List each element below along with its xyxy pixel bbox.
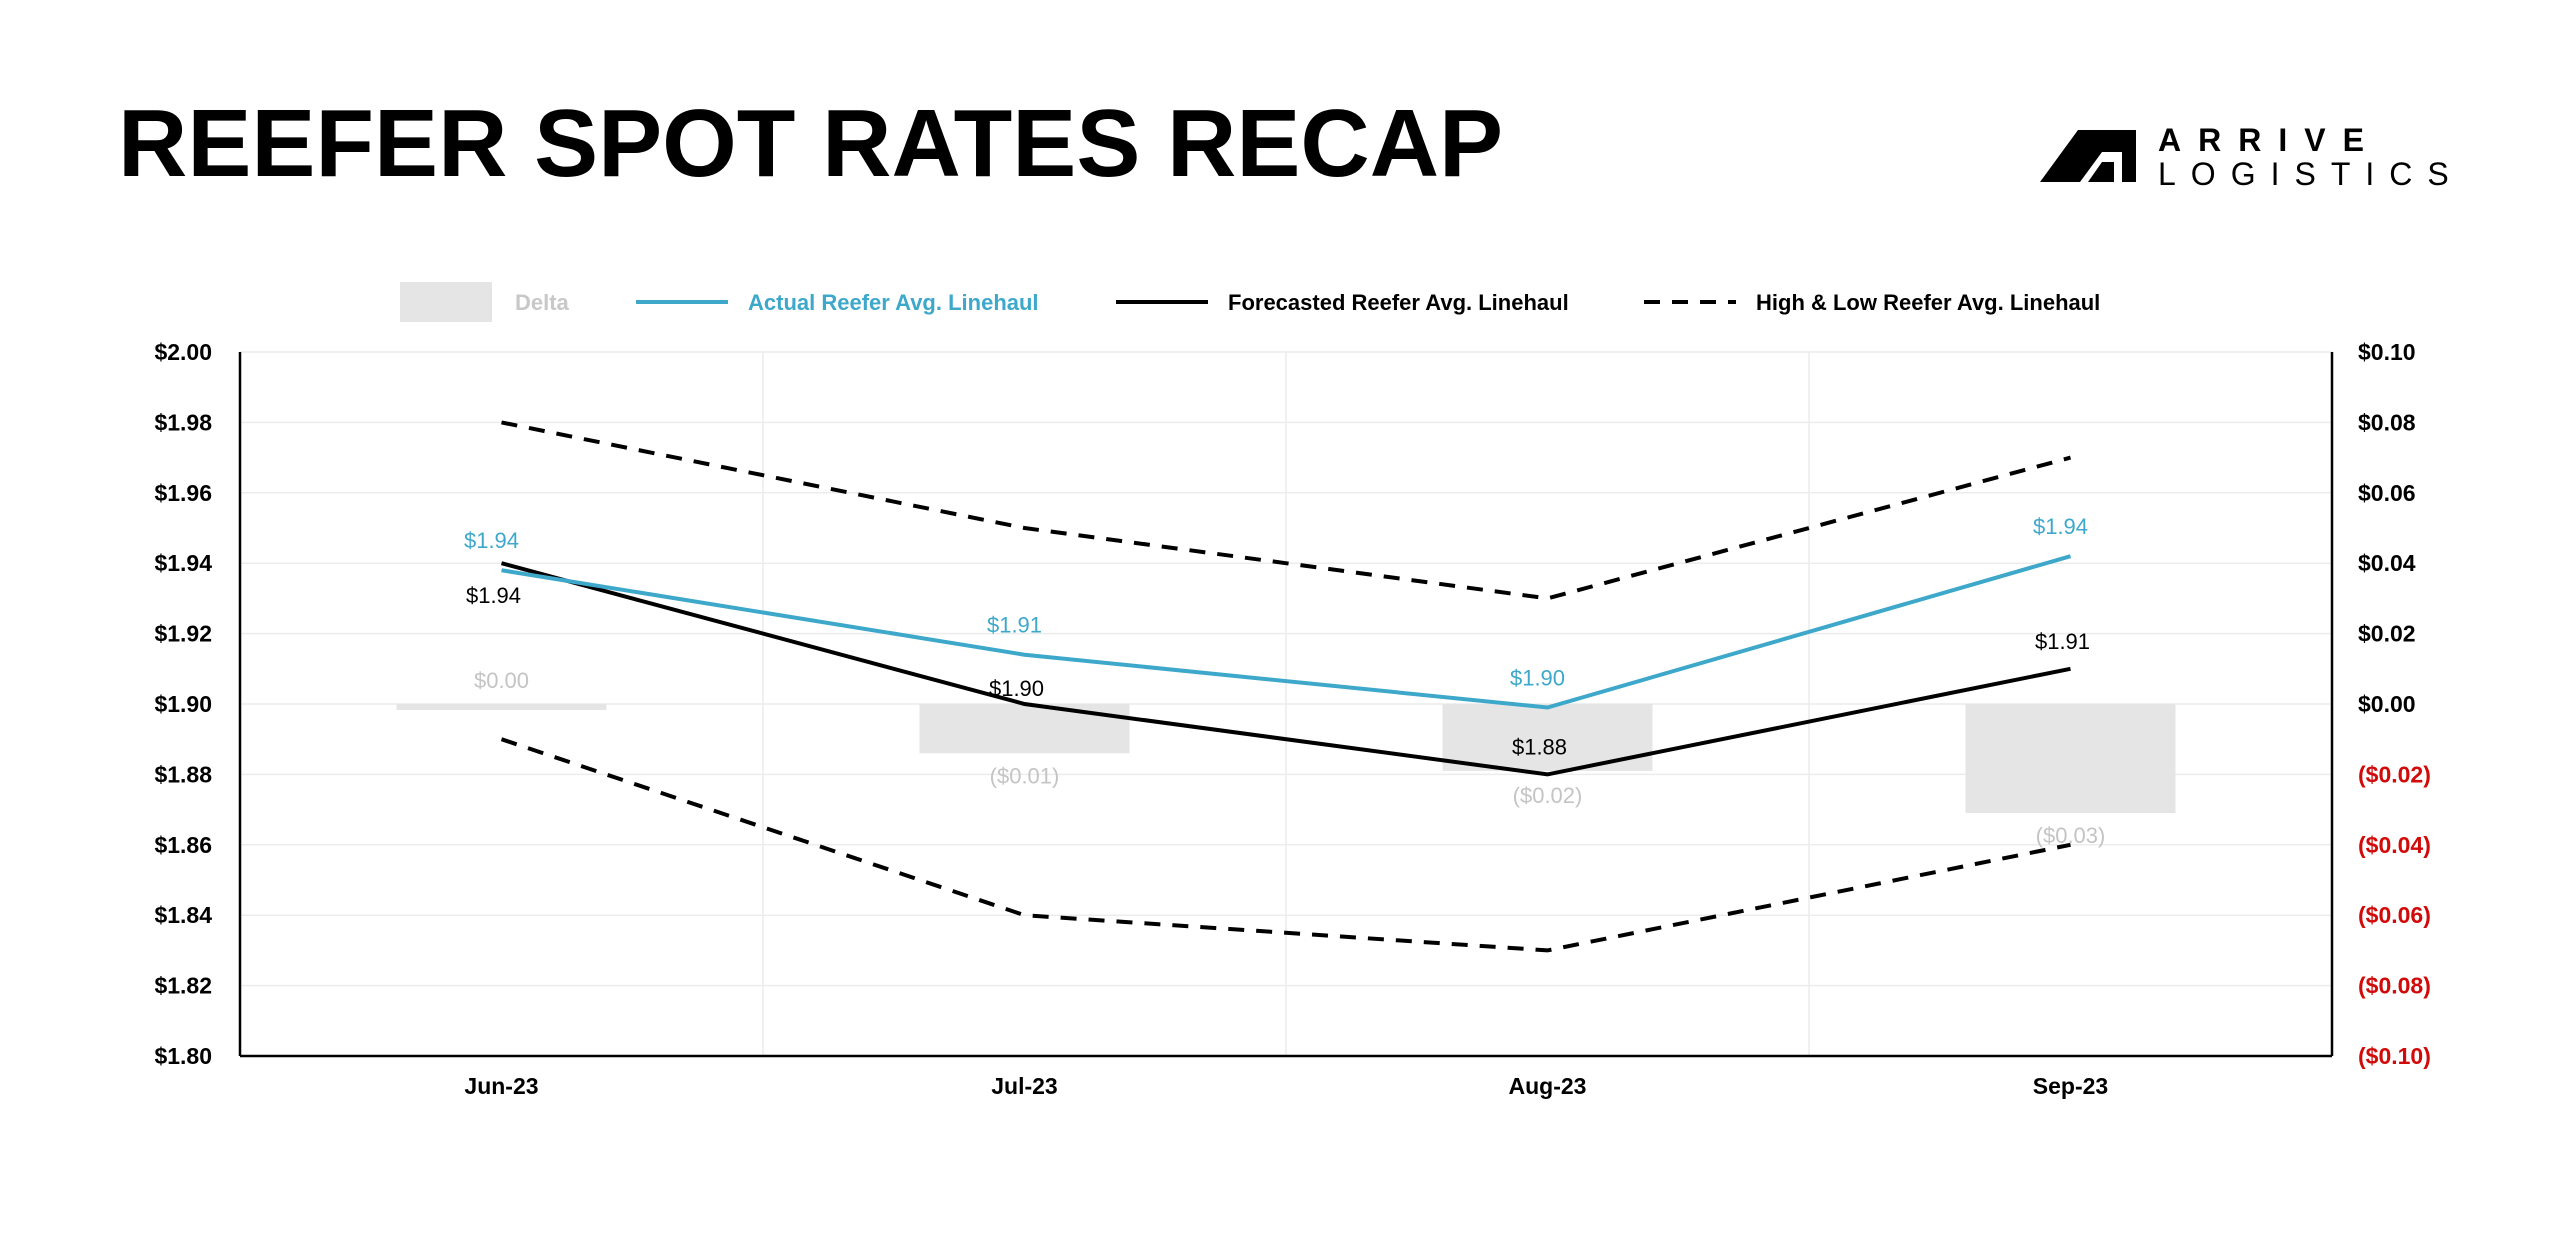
logo-text-logistics: LOGISTICS [2158, 156, 2464, 192]
y-left-tick-label: $1.90 [154, 691, 212, 717]
legend-swatch-delta [400, 282, 492, 322]
delta-bar [919, 704, 1130, 754]
y-left-tick-label: $1.88 [154, 761, 212, 787]
y-right-tick-label: ($0.02) [2358, 761, 2431, 787]
y-left-tick-label: $1.84 [154, 902, 212, 928]
legend-label-delta: Delta [515, 290, 570, 315]
forecast-data-label: $1.88 [1512, 734, 1567, 759]
legend-label-actual: Actual Reefer Avg. Linehaul [748, 290, 1039, 315]
x-tick-label: Sep-23 [2033, 1073, 2108, 1099]
delta-data-label: ($0.01) [990, 763, 1060, 788]
y-left-tick-label: $1.94 [154, 550, 212, 576]
delta-data-label: $0.00 [474, 668, 529, 693]
actual-data-label: $1.91 [987, 613, 1042, 638]
delta-data-label: ($0.02) [1513, 783, 1583, 808]
x-tick-label: Aug-23 [1509, 1073, 1587, 1099]
y-right-tick-label: ($0.10) [2358, 1043, 2431, 1069]
arrive-logistics-logo: ARRIVE LOGISTICS [2040, 120, 2470, 192]
low-series-line [500, 737, 2071, 953]
y-right-tick-label: $0.08 [2358, 409, 2416, 435]
y-right-tick-label: $0.06 [2358, 480, 2416, 506]
y-right-tick-label: $0.04 [2358, 550, 2416, 576]
forecast-series-line [500, 561, 2071, 777]
page-title: REEFER SPOT RATES RECAP [118, 90, 1504, 197]
y-left-tick-label: $1.96 [154, 480, 212, 506]
arrive-logo-mark-icon [2040, 130, 2136, 182]
y-left-tick-label: $2.00 [154, 339, 212, 365]
forecast-data-label: $1.90 [989, 676, 1044, 701]
y-left-tick-label: $1.86 [154, 832, 212, 858]
y-right-tick-label: ($0.04) [2358, 832, 2431, 858]
legend-label-forecast: Forecasted Reefer Avg. Linehaul [1228, 290, 1569, 315]
y-right-tick-label: $0.02 [2358, 621, 2416, 647]
y-left-tick-label: $1.98 [154, 409, 212, 435]
forecast-data-label: $1.91 [2035, 629, 2090, 654]
actual-data-label: $1.94 [2033, 514, 2088, 539]
delta-bar [396, 704, 607, 710]
x-tick-label: Jul-23 [991, 1073, 1057, 1099]
actual-series-line [501, 554, 2072, 710]
y-right-tick-label: $0.00 [2358, 691, 2416, 717]
high-series-line [501, 420, 2072, 601]
actual-data-label: $1.94 [464, 528, 519, 553]
y-left-tick-label: $1.82 [154, 973, 212, 999]
forecast-data-label: $1.94 [466, 583, 521, 608]
y-right-tick-label: ($0.08) [2358, 973, 2431, 999]
delta-bar [1965, 704, 2176, 814]
y-left-tick-label: $1.92 [154, 621, 212, 647]
y-right-tick-label: $0.10 [2358, 339, 2416, 365]
y-left-tick-label: $1.80 [154, 1043, 212, 1069]
delta-data-label: ($0.03) [2036, 823, 2106, 848]
legend-label-highlow: High & Low Reefer Avg. Linehaul [1756, 290, 2100, 315]
x-tick-label: Jun-23 [464, 1073, 538, 1099]
actual-data-label: $1.90 [1510, 666, 1565, 691]
y-right-tick-label: ($0.06) [2358, 902, 2431, 928]
logo-text-arrive: ARRIVE [2158, 122, 2381, 158]
